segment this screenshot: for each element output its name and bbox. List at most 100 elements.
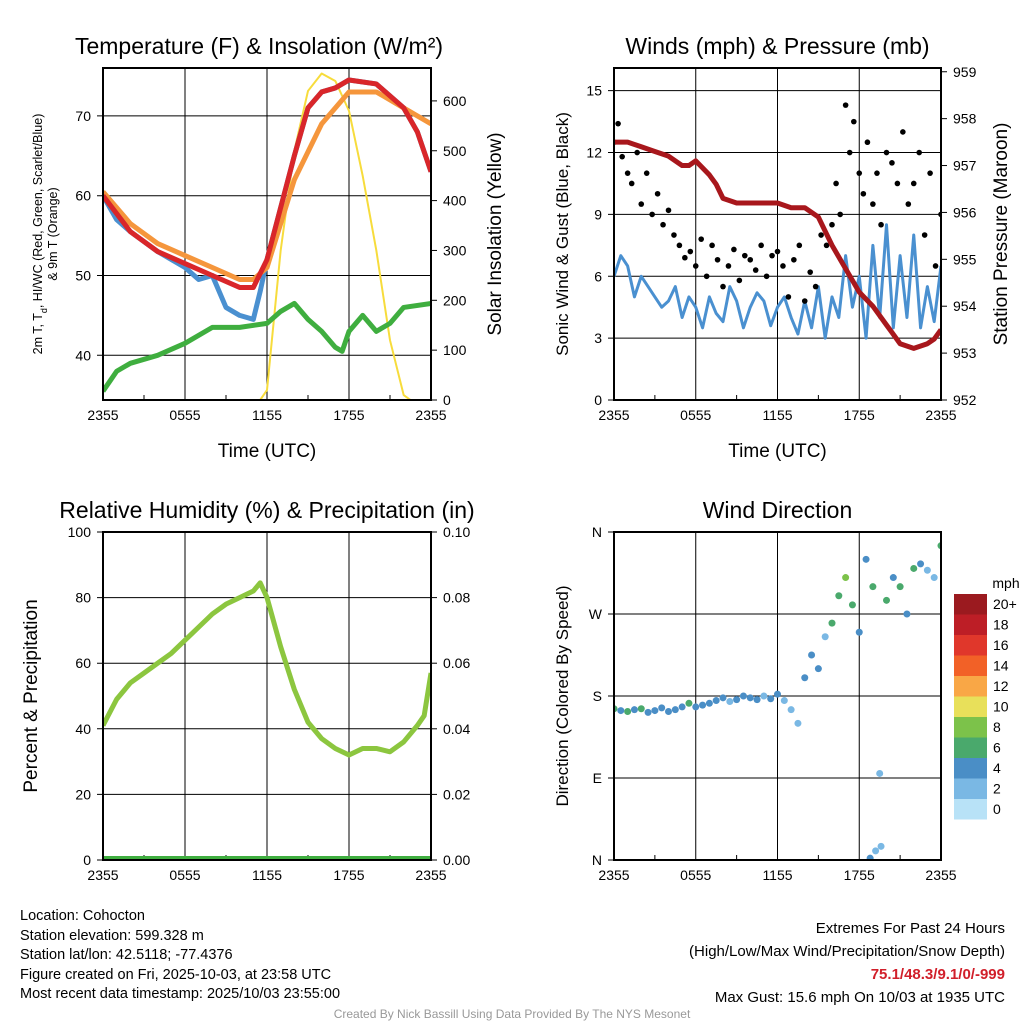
x-tick-label: 2355	[598, 867, 629, 883]
gust-point	[874, 170, 880, 176]
direction-point	[923, 566, 931, 574]
gust-point	[742, 252, 748, 259]
gust-point	[649, 211, 655, 218]
y2-axis-label: Solar Insolation (Yellow)	[485, 132, 506, 335]
direction-point	[903, 610, 911, 618]
gust-point	[769, 252, 775, 259]
y-tick-label: 50	[75, 268, 91, 284]
direction-point	[883, 596, 890, 604]
gust-point	[763, 273, 770, 280]
x-tick-label: 2355	[415, 407, 446, 423]
plot-frame	[102, 67, 432, 401]
y-tick-label: 0	[594, 392, 602, 408]
colorbar-title: mph	[992, 575, 1019, 591]
direction-point	[821, 633, 829, 641]
lat-lon: Station lat/lon: 42.5118; -77.4376	[20, 947, 233, 963]
colorbar-label: 8	[993, 719, 1001, 735]
gust-point	[883, 149, 890, 156]
direction-point	[637, 705, 645, 713]
gust-point	[628, 180, 635, 187]
gust-point	[676, 242, 683, 249]
y-tick-label: E	[593, 770, 602, 786]
y-tick-label: 3	[594, 330, 602, 346]
gust-point	[829, 221, 835, 228]
direction-point	[787, 706, 795, 714]
direction-point	[685, 699, 693, 707]
direction-point	[877, 842, 885, 850]
gust-point	[837, 211, 843, 218]
gust-point	[747, 256, 754, 263]
direction-point	[889, 574, 897, 582]
direction-point	[794, 719, 802, 727]
y2-tick-label: 0.08	[443, 590, 470, 606]
chart-title: Wind Direction	[703, 497, 853, 523]
y2-tick-label: 953	[953, 345, 977, 361]
colorbar-label: 2	[993, 781, 1001, 797]
y-tick-label: S	[593, 688, 602, 704]
gust-point	[900, 129, 906, 135]
y2-tick-label: 959	[953, 64, 977, 80]
direction-point	[719, 694, 727, 702]
y-tick-label: 0	[83, 852, 91, 868]
direction-point	[651, 707, 659, 715]
gust-point	[654, 190, 661, 197]
credit: Created By Nick Bassill Using Data Provi…	[333, 1007, 691, 1021]
gust-point	[921, 232, 928, 238]
y-axis-label: Direction (Colored By Speed)	[553, 585, 572, 806]
y2-tick-label: 100	[443, 342, 467, 358]
colorbar-label: 0	[993, 801, 1001, 817]
direction-point	[876, 769, 884, 777]
y-tick-label: 70	[75, 108, 91, 124]
gust-point	[818, 232, 824, 238]
x-tick-label: 1155	[762, 407, 792, 423]
location: Location: Cohocton	[20, 908, 145, 924]
direction-point	[644, 708, 652, 716]
plot-frame	[613, 67, 942, 401]
plot-area	[103, 72, 431, 400]
y-tick-label: 60	[75, 655, 91, 671]
gust-point	[671, 232, 677, 238]
colorbar-label: 20+	[993, 596, 1017, 612]
direction-point	[767, 695, 775, 703]
y2-tick-label: 955	[953, 251, 977, 267]
y-tick-label: N	[592, 852, 602, 868]
y-tick-label: 20	[75, 786, 91, 802]
y2-tick-label: 952	[953, 392, 977, 408]
colorbar-swatch	[954, 778, 987, 799]
y2-tick-label: 0.10	[443, 524, 470, 540]
y-tick-label: 80	[75, 590, 91, 606]
gust-point	[638, 201, 645, 207]
direction-point	[705, 699, 713, 707]
station-info: Location: Cohocton Station elevation: 59…	[20, 907, 340, 1005]
gust-point	[894, 180, 901, 187]
gust-point	[752, 267, 759, 273]
y-tick-label: W	[589, 606, 603, 622]
x-axis-label: Time (UTC)	[728, 441, 827, 462]
direction-point	[835, 592, 843, 600]
gust-point	[878, 221, 884, 228]
y-tick-label: N	[592, 524, 602, 540]
gust-point	[833, 180, 839, 187]
extremes-title: Extremes For Past 24 Hours	[815, 920, 1005, 937]
direction-point	[848, 601, 856, 609]
y2-tick-label: 957	[953, 158, 977, 174]
x-tick-label: 1155	[762, 867, 792, 883]
y-axis-label: Percent & Precipitation	[21, 599, 42, 792]
gust-point	[796, 242, 803, 249]
plot-area	[614, 102, 941, 351]
gust-point	[860, 190, 867, 197]
colorbar-label: 10	[993, 699, 1009, 715]
gust-point	[725, 263, 732, 269]
colorbar-label: 16	[993, 637, 1009, 653]
y2-tick-label: 0.06	[443, 655, 470, 671]
gust-point	[774, 248, 781, 255]
direction-point	[930, 574, 938, 582]
gust-point	[791, 256, 797, 263]
y2-tick-label: 0.00	[443, 852, 470, 868]
direction-point	[678, 703, 686, 711]
x-tick-label: 1755	[333, 867, 364, 883]
direction-point	[917, 560, 925, 568]
direction-point	[842, 574, 850, 582]
x-tick-label: 1755	[844, 867, 875, 883]
